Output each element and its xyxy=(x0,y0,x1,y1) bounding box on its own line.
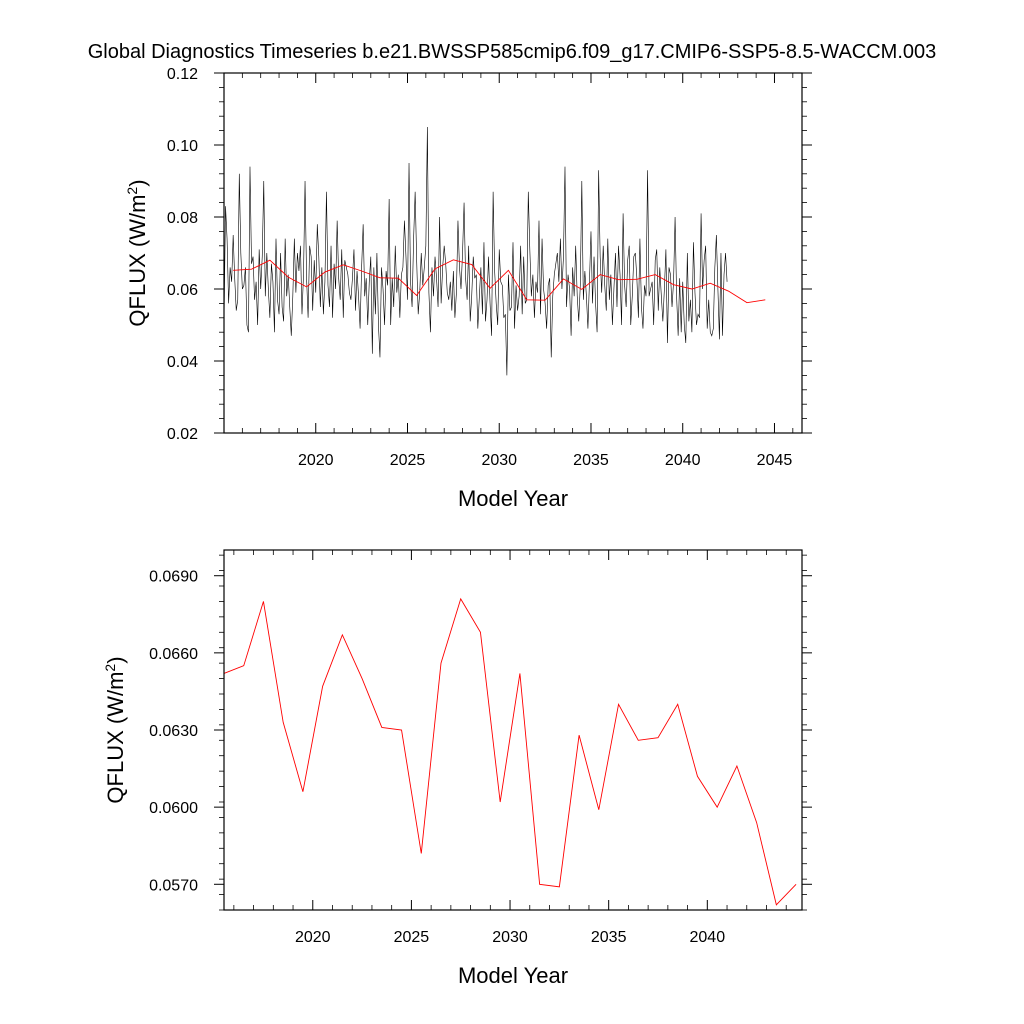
x-tick-label: 2035 xyxy=(591,929,627,946)
top-axis-ticks xyxy=(214,72,812,434)
x-tick-label: 2045 xyxy=(757,452,793,469)
y-tick-label: 0.0660 xyxy=(149,646,198,663)
y-tick-label: 0.04 xyxy=(167,354,198,371)
bottom-y-axis-label: QFLUX (W/m2) xyxy=(102,656,128,803)
x-tick-label: 2040 xyxy=(690,929,726,946)
top-x-axis-label: Model Year xyxy=(458,486,568,511)
x-tick-label: 2030 xyxy=(481,452,517,469)
bottom-plot-frame xyxy=(223,549,803,911)
y-tick-label: 0.06 xyxy=(167,282,198,299)
y-tick-label: 0.02 xyxy=(167,426,198,443)
bottom-plot-area xyxy=(223,597,797,906)
x-tick-label: 2040 xyxy=(665,452,701,469)
bottom-axis-ticks xyxy=(214,550,812,911)
y-tick-label: 0.12 xyxy=(167,66,198,83)
x-tick-label: 2035 xyxy=(573,452,609,469)
bottom-x-axis-label: Model Year xyxy=(458,963,568,988)
chart-title: Global Diagnostics Timeseries b.e21.BWSS… xyxy=(88,41,937,63)
x-tick-label: 2025 xyxy=(390,452,426,469)
top-plot-frame xyxy=(223,72,803,434)
x-tick-label: 2020 xyxy=(295,929,331,946)
y-tick-label: 0.0690 xyxy=(149,569,198,586)
y-tick-label: 0.0630 xyxy=(149,723,198,740)
top-monthly-series-line xyxy=(223,126,728,376)
top-plot-area xyxy=(223,126,766,376)
top-tick-labels: 2020 2025 2030 2035 2040 2045 0.02 0.04 0.06 0.08… xyxy=(167,66,793,469)
x-tick-label: 2025 xyxy=(394,929,430,946)
y-tick-label: 0.0570 xyxy=(149,877,198,894)
bottom-panel: 2020 2025 2030 2035 2040 0.0570 0.0600 0.0630 0.… xyxy=(102,549,812,988)
x-tick-label: 2030 xyxy=(492,929,528,946)
top-annual-series-line xyxy=(233,259,766,304)
top-y-axis-label: QFLUX (W/m2) xyxy=(124,179,150,326)
x-tick-label: 2020 xyxy=(298,452,334,469)
y-tick-label: 0.08 xyxy=(167,210,198,227)
bottom-annual-series-line xyxy=(223,597,797,906)
y-tick-label: 0.0600 xyxy=(149,800,198,817)
bottom-tick-labels: 2020 2025 2030 2035 2040 0.0570 0.0600 0.0630 0.… xyxy=(149,569,725,946)
y-tick-label: 0.10 xyxy=(167,138,198,155)
top-panel: 2020 2025 2030 2035 2040 2045 0.02 0.04 0.06 0.08… xyxy=(124,66,812,511)
